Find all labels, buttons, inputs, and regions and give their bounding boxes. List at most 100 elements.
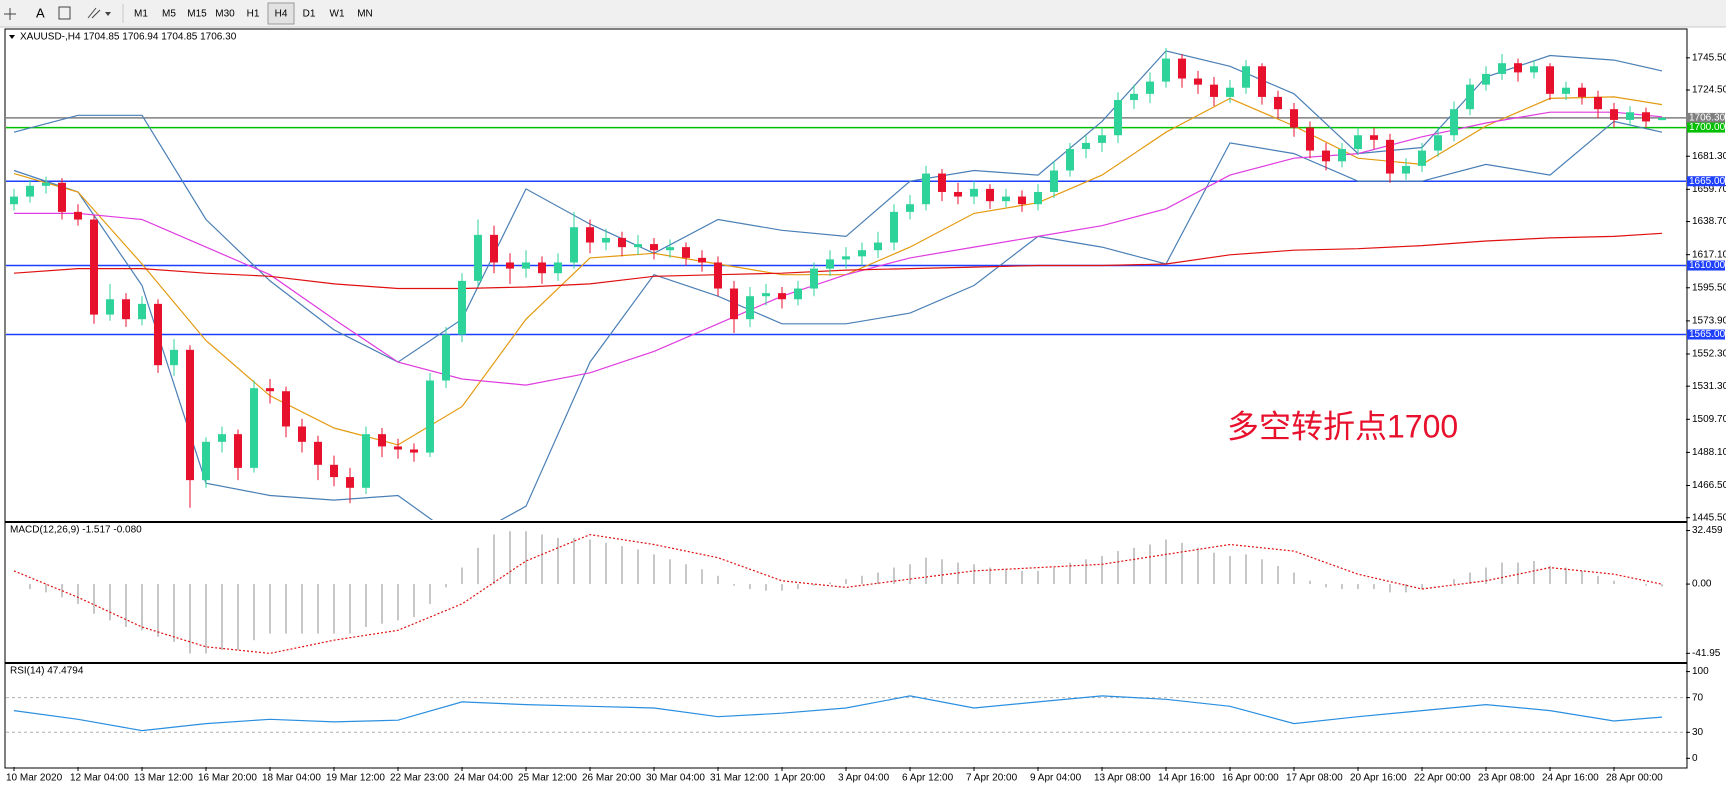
candle-body: [378, 434, 386, 447]
candle-body: [202, 441, 210, 481]
candle-body: [586, 227, 594, 243]
level-label-box: [1687, 176, 1725, 187]
level-label-box: [1687, 122, 1725, 133]
candle-body: [1434, 135, 1442, 151]
candle-body: [698, 257, 706, 263]
level-label-box: [1687, 329, 1725, 340]
x-tick-label: 31 Mar 12:00: [710, 773, 769, 784]
candle-body: [842, 256, 850, 260]
candle-body: [362, 434, 370, 488]
panel-title: RSI(14) 47.4794: [10, 666, 84, 677]
candle-body: [314, 441, 322, 465]
y-tick-label: 1466.50: [1692, 480, 1726, 491]
candle-body: [1210, 84, 1218, 97]
timeframe-button[interactable]: M1: [134, 9, 148, 20]
candle-body: [1306, 127, 1314, 151]
indicator-line: [13, 533, 1663, 655]
candle-body: [1226, 87, 1234, 97]
candle-body: [618, 237, 626, 248]
candle-body: [234, 434, 242, 468]
level-label-box: [1687, 112, 1725, 123]
candle-body: [1626, 112, 1634, 120]
candle-body: [346, 477, 354, 488]
panel-title: MACD(12,26,9) -1.517 -0.080: [10, 525, 142, 536]
y-tick-label: 100: [1692, 666, 1709, 677]
y-tick-label: 30: [1692, 727, 1704, 738]
candle-body: [58, 182, 66, 212]
candle-body: [298, 426, 306, 442]
candle-body: [1098, 135, 1106, 143]
candle-body: [1658, 117, 1666, 121]
indicator-line: [13, 232, 1663, 290]
candle-body: [458, 280, 466, 335]
candle-body: [1178, 58, 1186, 79]
candle-body: [1162, 58, 1170, 82]
level-label: 1610.00: [1689, 260, 1726, 271]
candle-body: [1242, 66, 1250, 88]
candle-body: [1034, 191, 1042, 205]
timeframe-button[interactable]: H1: [247, 9, 260, 20]
x-tick-label: 24 Apr 16:00: [1542, 773, 1599, 784]
candle-body: [266, 388, 274, 392]
candle-body: [26, 185, 34, 197]
candle-body: [890, 211, 898, 243]
x-tick-label: 18 Mar 04:00: [262, 773, 321, 784]
candle-body: [122, 299, 130, 320]
annotation: 多空转折点1700: [1227, 408, 1458, 444]
y-tick-label: 0.00: [1692, 579, 1712, 590]
candle-body: [1338, 149, 1346, 162]
label-tool[interactable]: [58, 6, 71, 20]
candle-body: [1498, 63, 1506, 74]
dropdown-arrow[interactable]: [105, 12, 111, 16]
candle-body: [1274, 96, 1282, 110]
candle-body: [330, 464, 338, 478]
candle-body: [1450, 109, 1458, 136]
candle-body: [106, 299, 114, 315]
x-tick-label: 24 Mar 04:00: [454, 773, 513, 784]
x-tick-label: 20 Apr 16:00: [1350, 773, 1407, 784]
timeframe-button[interactable]: M15: [187, 9, 207, 20]
candle-body: [858, 250, 866, 257]
candle-body: [906, 204, 914, 212]
x-tick-label: 1 Apr 20:00: [774, 773, 826, 784]
x-tick-label: 17 Apr 08:00: [1286, 773, 1343, 784]
indicator-line: [14, 111, 1663, 386]
candle-body: [1546, 66, 1554, 94]
y-tick-label: 1659.70: [1692, 184, 1726, 195]
cursor-icon[interactable]: [4, 8, 16, 20]
x-tick-label: 25 Mar 12:00: [518, 773, 577, 784]
x-tick-label: 28 Apr 00:00: [1606, 773, 1663, 784]
text-tool[interactable]: A: [36, 5, 45, 20]
collapse-arrow[interactable]: [9, 35, 15, 39]
candle-body: [554, 262, 562, 274]
timeframe-button[interactable]: M30: [215, 9, 235, 20]
x-tick-label: 30 Mar 04:00: [646, 773, 705, 784]
candle-body: [1482, 73, 1490, 85]
candle-body: [282, 391, 290, 427]
candle-body: [1594, 96, 1602, 110]
candle-body: [186, 349, 194, 481]
level-label-box: [1687, 260, 1725, 271]
candle-body: [1514, 63, 1522, 73]
candle-body: [1290, 109, 1298, 128]
candle-body: [138, 303, 146, 320]
candle-body: [474, 234, 482, 281]
candle-body: [90, 219, 98, 315]
timeframe-button[interactable]: H4: [275, 9, 288, 20]
candle-body: [1578, 87, 1586, 97]
timeframe-button[interactable]: MN: [357, 9, 373, 20]
y-tick-label: 32.459: [1692, 525, 1723, 536]
y-tick-label: 1638.70: [1692, 216, 1726, 227]
shapes-tool[interactable]: [87, 7, 101, 19]
x-tick-label: 10 Mar 2020: [6, 773, 63, 784]
level-label: 1665.00: [1689, 176, 1726, 187]
timeframe-button[interactable]: D1: [303, 9, 316, 20]
timeframe-button[interactable]: M5: [162, 9, 176, 20]
candle-body: [1258, 66, 1266, 97]
timeframe-button[interactable]: W1: [330, 9, 345, 20]
x-tick-label: 13 Apr 08:00: [1094, 773, 1151, 784]
candle-body: [762, 293, 770, 297]
candle-body: [538, 262, 546, 274]
candle-body: [74, 211, 82, 220]
candle-body: [682, 247, 690, 258]
